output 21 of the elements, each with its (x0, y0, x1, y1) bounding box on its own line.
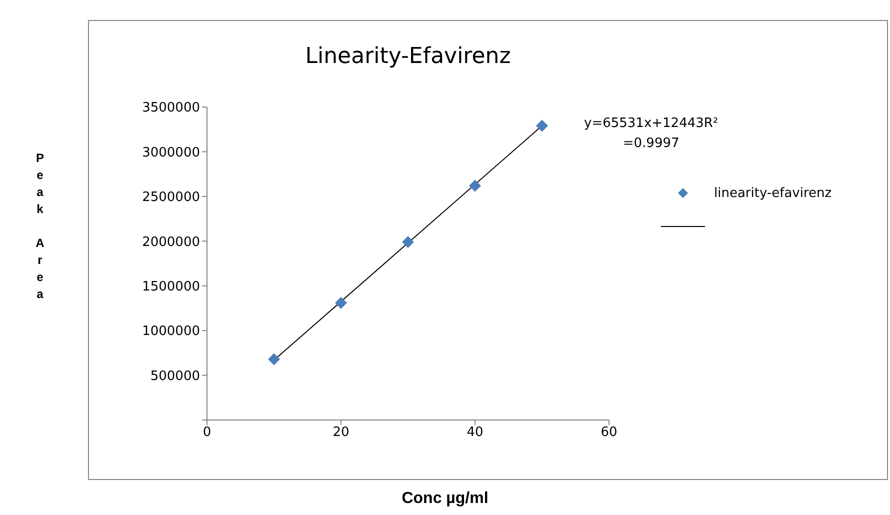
point (268, 353, 280, 366)
y-tick-label: 2000000 (142, 234, 200, 250)
annotation: y=65531x+12443R² =0.9997 (584, 115, 718, 153)
point (335, 296, 347, 309)
y-tick-label: 1000000 (142, 324, 200, 340)
y-tick-label: 3000000 (142, 145, 200, 160)
x-axis-title: Conc µg/ml (400, 490, 490, 508)
y-tick-label: 1500000 (142, 279, 200, 294)
x-tick-label: 0 (202, 425, 212, 440)
y-tick-label: 500000 (150, 368, 200, 384)
text: Peak Area (36, 151, 44, 301)
x-tick-label: 20 (332, 425, 350, 440)
point (536, 120, 548, 132)
x-tick-label: 60 (600, 425, 618, 440)
chart-title: Linearity-Efavirenz (304, 44, 512, 69)
y-tick-label: 2500000 (142, 190, 200, 206)
legend-label: linearity-efavirenz (714, 186, 832, 200)
point (402, 236, 414, 248)
x-tick-label: 40 (466, 425, 484, 440)
point (469, 180, 481, 192)
y-tick-label: 3500000 (142, 100, 200, 116)
